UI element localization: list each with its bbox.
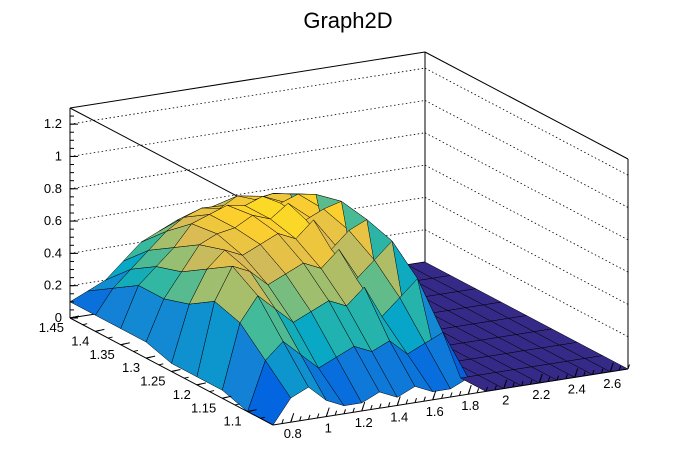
z-tick-label: 0.8 — [44, 181, 62, 196]
x-minor-tick — [565, 374, 568, 379]
y-minor-tick — [184, 376, 189, 379]
z-gridline-back — [69, 132, 426, 190]
x-minor-tick — [476, 388, 480, 393]
y-minor-tick — [120, 343, 126, 346]
x-minor-tick — [609, 367, 613, 372]
x-minor-tick — [467, 389, 471, 395]
y-minor-tick — [260, 416, 265, 419]
y-minor-tick — [171, 370, 177, 372]
x-tick-label: 2 — [502, 393, 509, 408]
y-minor-tick — [133, 349, 139, 352]
y-minor-tick — [209, 390, 215, 393]
x-minor-tick — [387, 402, 391, 407]
x-minor-tick — [556, 375, 559, 381]
x-minor-tick — [352, 407, 355, 413]
x-tick-label: 2.4 — [568, 381, 586, 396]
z-tick-label: 0 — [55, 310, 62, 325]
chart-title: Graph2D — [303, 8, 392, 33]
x-minor-tick — [600, 368, 604, 374]
z-tick-label: 0.2 — [44, 278, 62, 293]
x-tick-label: 2.2 — [532, 387, 550, 402]
y-tick-label: 1.15 — [191, 400, 216, 415]
x-minor-tick — [432, 395, 435, 400]
z-tick-label: 0.6 — [44, 213, 62, 228]
z-gridline-side — [424, 100, 629, 208]
y-minor-tick — [146, 356, 151, 359]
x-minor-tick — [361, 406, 364, 412]
x-minor-tick — [592, 369, 595, 375]
x-minor-tick — [405, 399, 409, 405]
z-gridline-side — [424, 67, 629, 176]
back-top-edge — [69, 51, 426, 109]
y-tick-label: 1.2 — [173, 387, 191, 402]
y-minor-tick — [95, 329, 100, 332]
x-minor-tick — [290, 417, 293, 423]
y-tick-label: 1.3 — [122, 360, 140, 375]
y-minor-tick — [82, 323, 88, 326]
y-minor-tick — [158, 363, 164, 366]
z-axis: 0 0.2 0.4 0.6 0.8 1 1.2 — [44, 115, 78, 325]
x-minor-tick — [343, 409, 346, 414]
x-tick-label: 1 — [325, 421, 332, 436]
x-minor-tick — [521, 381, 524, 386]
y-minor-tick — [69, 316, 75, 319]
x-minor-tick — [450, 392, 453, 398]
x-minor-tick — [379, 403, 382, 409]
y-minor-tick — [222, 396, 227, 399]
y-axis: 1.1 1.151.2 1.251.3 1.351.4 1.45 — [39, 315, 265, 429]
x-minor-tick — [308, 414, 311, 420]
z-gridline-back — [69, 67, 426, 125]
x-minor-tick — [512, 382, 515, 388]
x-minor-tick — [574, 372, 577, 378]
x-axis: 0.8 1 1.2 1.4 1.6 1.8 2 2.2 2.4 2.6 — [281, 362, 630, 441]
y-minor-tick — [247, 410, 253, 413]
x-minor-tick — [547, 376, 551, 382]
y-tick-label: 1.45 — [39, 320, 64, 335]
x-minor-tick — [299, 416, 302, 421]
y-minor-tick — [196, 383, 202, 386]
x-tick-label: 1.6 — [426, 404, 444, 419]
x-minor-tick — [494, 385, 497, 391]
x-minor-tick — [414, 397, 417, 403]
x-minor-tick — [396, 400, 400, 406]
x-minor-tick — [423, 396, 426, 402]
x-minor-tick — [458, 390, 462, 396]
x-minor-tick — [334, 410, 338, 416]
y-tick-label: 1.35 — [89, 347, 114, 362]
x-minor-tick — [529, 379, 533, 385]
y-tick-label: 1.1 — [224, 414, 242, 429]
surface-mesh — [69, 193, 629, 426]
z-tick-label: 1.2 — [44, 116, 62, 131]
x-minor-tick — [627, 364, 630, 370]
x-tick-label: 1.8 — [461, 398, 479, 413]
z-gridline-side — [424, 164, 629, 273]
y-tick-label: 1.25 — [140, 374, 165, 389]
x-minor-tick — [485, 386, 488, 392]
x-tick-label: 2.6 — [603, 376, 621, 391]
x-minor-tick — [325, 411, 329, 417]
x-minor-tick — [583, 371, 586, 377]
x-tick-label: 0.8 — [284, 426, 302, 441]
z-tick-label: 1 — [55, 148, 62, 163]
x-minor-tick — [503, 383, 506, 389]
x-minor-tick — [281, 418, 284, 424]
y-minor-tick — [234, 403, 240, 406]
z-gridline-back — [69, 100, 426, 157]
x-minor-tick — [441, 393, 444, 399]
y-tick-label: 1.4 — [71, 333, 89, 348]
z-gridline-side — [424, 132, 629, 241]
x-minor-tick — [316, 413, 320, 419]
y-minor-tick — [107, 336, 113, 339]
z-tick-label: 0.4 — [44, 245, 62, 260]
x-tick-label: 1.2 — [355, 415, 373, 430]
x-minor-tick — [370, 404, 373, 410]
x-minor-tick — [618, 365, 622, 371]
x-minor-tick — [538, 378, 542, 384]
x-tick-label: 1.4 — [390, 409, 408, 424]
right-top-edge — [424, 51, 629, 160]
